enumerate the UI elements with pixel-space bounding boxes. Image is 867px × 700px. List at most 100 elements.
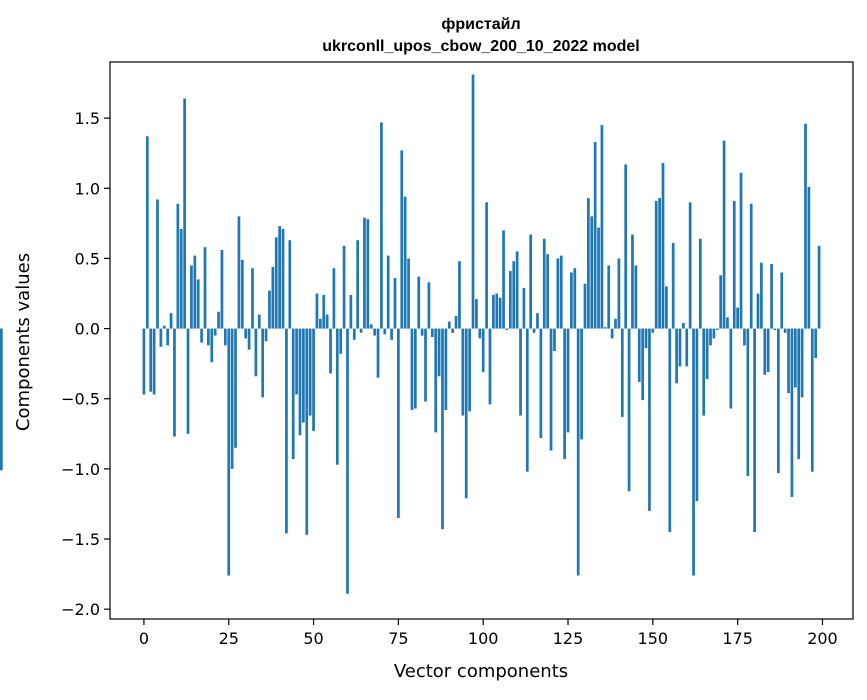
bar bbox=[498, 297, 502, 329]
bar bbox=[424, 328, 427, 402]
bar bbox=[451, 328, 455, 333]
bar bbox=[322, 294, 326, 329]
bar bbox=[210, 328, 214, 363]
chart-title-line2: ukrconll_upos_cbow_200_10_2022 model bbox=[322, 38, 639, 55]
bar bbox=[217, 311, 220, 329]
bar bbox=[587, 198, 590, 329]
y-tick-label: 0.5 bbox=[75, 249, 100, 268]
bar bbox=[760, 262, 763, 329]
bar bbox=[339, 328, 343, 354]
bar bbox=[576, 328, 580, 576]
bar bbox=[546, 254, 550, 329]
bar bbox=[190, 265, 193, 329]
bar bbox=[770, 264, 773, 329]
bar bbox=[318, 318, 322, 329]
bar bbox=[787, 328, 790, 394]
bar bbox=[213, 328, 217, 336]
bar bbox=[682, 322, 685, 329]
bar bbox=[386, 255, 390, 329]
bar bbox=[176, 203, 180, 329]
bar bbox=[332, 268, 336, 329]
bar bbox=[461, 328, 465, 416]
bar bbox=[773, 328, 777, 330]
bar bbox=[512, 261, 516, 329]
bar bbox=[817, 245, 821, 329]
bar bbox=[810, 328, 814, 472]
bar bbox=[376, 328, 380, 378]
bar bbox=[583, 283, 587, 329]
bar bbox=[641, 328, 645, 401]
bar bbox=[695, 328, 699, 502]
bar bbox=[739, 172, 743, 329]
bar bbox=[227, 328, 231, 576]
bar bbox=[814, 328, 818, 359]
bar bbox=[342, 245, 346, 329]
bar bbox=[166, 328, 170, 346]
bar bbox=[193, 255, 197, 329]
bar bbox=[542, 238, 546, 329]
x-tick-label: 175 bbox=[722, 629, 753, 648]
bar bbox=[508, 271, 512, 329]
bar bbox=[349, 294, 353, 329]
bar bbox=[325, 314, 329, 329]
bar bbox=[627, 328, 631, 492]
bar bbox=[278, 226, 281, 329]
bar bbox=[519, 328, 522, 416]
chart-title-line1: фристайл bbox=[441, 16, 520, 33]
bar bbox=[441, 328, 444, 530]
bar bbox=[397, 328, 400, 518]
bar bbox=[295, 328, 298, 395]
bar bbox=[661, 163, 665, 329]
bar bbox=[719, 275, 723, 329]
y-tick-label: −1.0 bbox=[61, 460, 100, 479]
bar bbox=[559, 255, 563, 329]
bar bbox=[271, 266, 275, 329]
bar bbox=[169, 313, 173, 329]
bar bbox=[756, 293, 760, 329]
bar bbox=[285, 328, 288, 534]
bar bbox=[264, 328, 268, 342]
bar bbox=[644, 328, 648, 349]
bar bbox=[281, 228, 285, 329]
bar bbox=[529, 234, 533, 329]
bar bbox=[366, 219, 370, 329]
bar bbox=[257, 314, 261, 329]
bar bbox=[207, 328, 210, 346]
bar bbox=[780, 272, 784, 329]
x-tick-label: 0 bbox=[139, 629, 149, 648]
bar bbox=[648, 328, 651, 511]
bar bbox=[393, 278, 397, 329]
x-tick-label: 150 bbox=[638, 629, 669, 648]
bar bbox=[437, 328, 441, 377]
bar bbox=[525, 328, 529, 472]
bar bbox=[359, 328, 363, 333]
bar bbox=[298, 328, 302, 436]
bar bbox=[261, 328, 265, 398]
bar bbox=[156, 199, 159, 329]
bar bbox=[223, 328, 227, 346]
bar bbox=[678, 328, 682, 367]
bar bbox=[590, 216, 594, 329]
bar bbox=[556, 258, 560, 329]
bar bbox=[620, 328, 624, 417]
bar bbox=[783, 328, 787, 333]
bar bbox=[614, 318, 617, 329]
bar bbox=[0, 328, 3, 471]
bar bbox=[481, 328, 485, 373]
bar bbox=[356, 240, 360, 329]
bar bbox=[390, 328, 393, 340]
bar bbox=[346, 328, 349, 594]
bar bbox=[532, 328, 536, 333]
bar bbox=[692, 328, 695, 576]
bar bbox=[335, 328, 339, 465]
bar bbox=[726, 317, 729, 329]
bar bbox=[254, 328, 258, 377]
bar bbox=[637, 328, 641, 382]
axis-ticks: 0 25 50 75 100 125 150 175 200 −2.0 −1.5 −1.0 −0.5 0.… bbox=[61, 109, 838, 648]
bar bbox=[458, 261, 461, 329]
bar bbox=[447, 321, 451, 329]
bar bbox=[573, 268, 577, 329]
bar bbox=[413, 328, 417, 409]
bar bbox=[515, 251, 519, 329]
bar bbox=[434, 328, 438, 433]
